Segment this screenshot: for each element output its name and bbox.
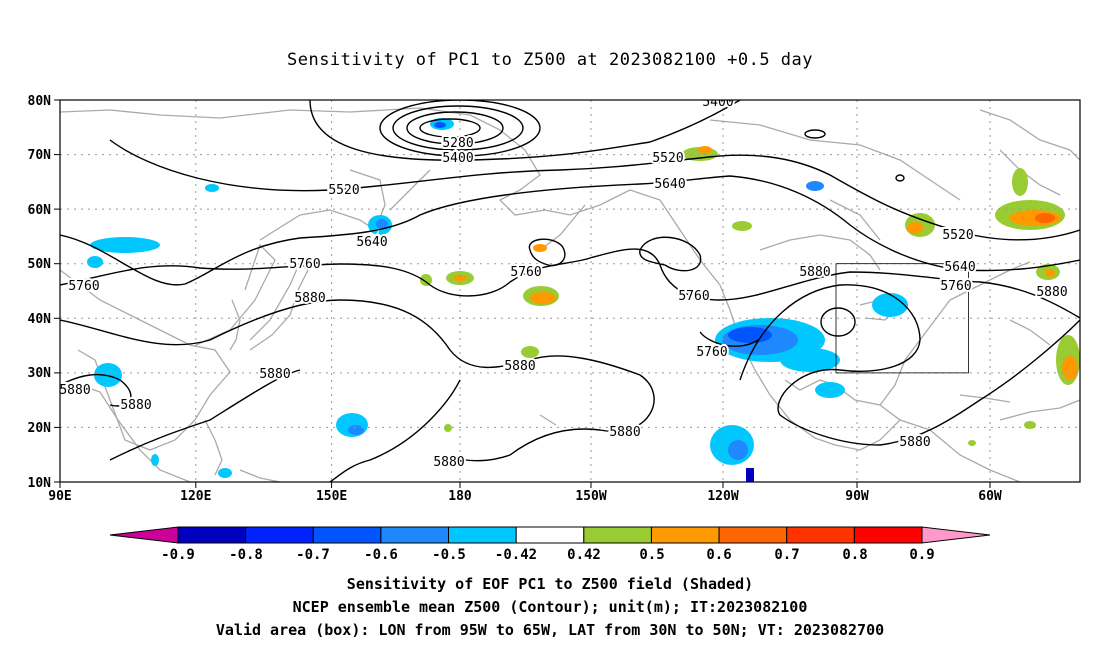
colorbar-swatch bbox=[583, 526, 652, 544]
colorbar-label: 0.9 bbox=[909, 547, 934, 563]
colorbar-label: 0.8 bbox=[842, 547, 867, 563]
contour-label: 5400 bbox=[442, 151, 473, 166]
contour-label: 5880 bbox=[433, 455, 464, 470]
coastlines bbox=[60, 107, 1080, 482]
contour-label: 5880 bbox=[1036, 285, 1067, 300]
contour-label: 5280 bbox=[442, 136, 473, 151]
lat-label: 40N bbox=[28, 312, 52, 327]
lon-label: 60W bbox=[978, 489, 1002, 504]
lon-label: 120W bbox=[707, 489, 738, 504]
lon-label: 90W bbox=[845, 489, 869, 504]
lat-label: 10N bbox=[28, 476, 52, 491]
contour-label: 5400 bbox=[702, 95, 733, 110]
sensitivity-shading bbox=[87, 118, 1080, 482]
lat-label: 60N bbox=[28, 203, 52, 218]
graticule bbox=[60, 100, 1080, 482]
contour-label: 5880 bbox=[59, 383, 90, 398]
lat-label: 30N bbox=[28, 366, 52, 381]
colorbar-label: 0.6 bbox=[706, 547, 731, 563]
colorbar-swatch bbox=[718, 526, 788, 544]
lat-label: 50N bbox=[28, 257, 52, 272]
colorbar-label: -0.6 bbox=[364, 547, 398, 563]
contour-label: 5760 bbox=[678, 289, 709, 304]
colorbar-swatch bbox=[448, 526, 517, 544]
lat-label: 20N bbox=[28, 421, 52, 436]
lat-label: 80N bbox=[28, 94, 52, 109]
contour-label: 5520 bbox=[942, 228, 973, 243]
plot-frame bbox=[59, 99, 1081, 483]
colorbar-label: 0.7 bbox=[774, 547, 799, 563]
contour-label: 5760 bbox=[696, 345, 727, 360]
colorbar-swatch bbox=[853, 526, 923, 544]
lon-label: 150W bbox=[575, 489, 606, 504]
colorbar: -0.9 -0.8 -0.7 -0.6 -0.5 -0.42 0.42 0.5 … bbox=[109, 526, 991, 563]
contour-label: 5640 bbox=[356, 235, 387, 250]
contour-label: 5880 bbox=[609, 425, 640, 440]
contour-label: 5760 bbox=[510, 265, 541, 280]
colorbar-swatch bbox=[312, 526, 382, 544]
lon-label: 120E bbox=[180, 489, 211, 504]
caption-line-2: NCEP ensemble mean Z500 (Contour); unit(… bbox=[292, 598, 808, 616]
lat-label: 70N bbox=[28, 148, 52, 163]
colorbar-swatch bbox=[650, 526, 720, 544]
colorbar-label: -0.8 bbox=[229, 547, 263, 563]
colorbar-swatch bbox=[380, 526, 450, 544]
map-title: Sensitivity of PC1 to Z500 at 2023082100… bbox=[286, 50, 813, 70]
z500-contours bbox=[60, 100, 1080, 482]
colorbar-label: -0.9 bbox=[161, 547, 195, 563]
colorbar-label: -0.7 bbox=[296, 547, 330, 563]
lon-label: 150E bbox=[316, 489, 347, 504]
contour-label: 5640 bbox=[944, 260, 975, 275]
contour-label: 5760 bbox=[940, 279, 971, 294]
axis-ticks bbox=[54, 99, 991, 488]
lon-label: 90E bbox=[48, 489, 71, 504]
colorbar-swatch bbox=[177, 526, 247, 544]
contour-label: 5880 bbox=[294, 291, 325, 306]
colorbar-swatch bbox=[786, 526, 855, 544]
colorbar-high-extend bbox=[921, 526, 991, 544]
caption-line-1: Sensitivity of EOF PC1 to Z500 field (Sh… bbox=[346, 575, 754, 593]
contour-label: 5520 bbox=[652, 151, 683, 166]
contour-label: 5760 bbox=[289, 257, 320, 272]
colorbar-label: 0.42 bbox=[567, 547, 601, 563]
contour-label: 5760 bbox=[68, 279, 99, 294]
valid-area-box bbox=[835, 263, 970, 374]
contour-label: 5880 bbox=[504, 359, 535, 374]
contour-label: 5880 bbox=[120, 398, 151, 413]
lon-label: 180 bbox=[448, 489, 472, 504]
colorbar-swatch bbox=[515, 526, 585, 544]
contour-label: 5880 bbox=[899, 435, 930, 450]
contour-label: 5880 bbox=[799, 265, 830, 280]
colorbar-label: 0.5 bbox=[639, 547, 664, 563]
contour-label: 5640 bbox=[654, 177, 685, 192]
colorbar-swatch bbox=[245, 526, 314, 544]
colorbar-label: -0.42 bbox=[495, 547, 537, 563]
colorbar-low-extend bbox=[109, 526, 179, 544]
contour-label: 5880 bbox=[259, 367, 290, 382]
colorbar-label: -0.5 bbox=[432, 547, 466, 563]
contour-label: 5520 bbox=[328, 183, 359, 198]
caption-line-3: Valid area (box): LON from 95W to 65W, L… bbox=[215, 621, 885, 639]
